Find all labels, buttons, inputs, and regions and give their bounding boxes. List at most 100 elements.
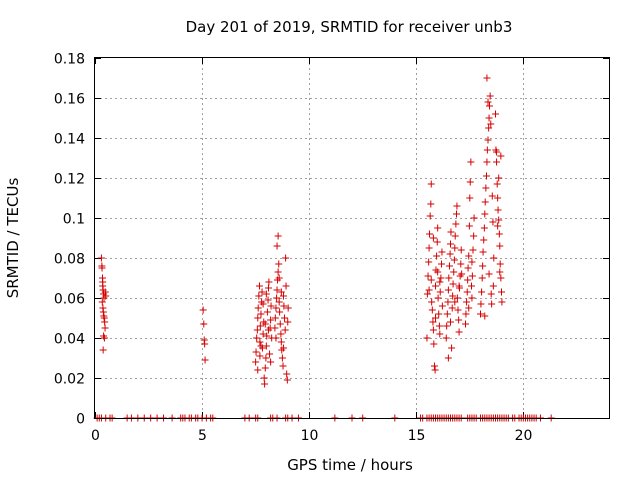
data-point <box>457 260 465 268</box>
data-point <box>258 288 266 296</box>
data-point <box>481 312 489 320</box>
y-tick-label: 0.08 <box>54 252 85 268</box>
y-tick-label: 0.06 <box>54 292 85 308</box>
data-point <box>464 264 472 272</box>
data-point <box>494 194 502 202</box>
data-point <box>429 326 437 334</box>
data-point <box>454 306 462 314</box>
data-point <box>279 344 287 352</box>
data-point <box>254 366 262 374</box>
data-point <box>485 102 493 110</box>
data-point <box>488 300 496 308</box>
grid-lines <box>95 58 609 418</box>
data-point <box>494 206 502 214</box>
data-point <box>448 344 456 352</box>
data-point <box>451 244 459 252</box>
data-point <box>426 230 434 238</box>
data-point <box>445 274 453 282</box>
data-point <box>428 298 436 306</box>
data-point <box>272 334 280 342</box>
x-tick-label: 20 <box>515 428 533 444</box>
data-point <box>97 254 105 262</box>
data-point <box>482 172 490 180</box>
data-point <box>493 148 501 156</box>
data-point <box>252 348 260 356</box>
x-tick-label: 10 <box>301 428 319 444</box>
tick-labels: 0 0.02 0.04 0.06 0.08 0.1 0.12 0.14 0.16 0.18 0 5 10… <box>54 52 533 445</box>
data-point <box>498 298 506 306</box>
data-point <box>455 316 463 324</box>
data-point <box>429 318 437 326</box>
data-point <box>433 252 441 260</box>
data-point <box>430 340 438 348</box>
data-point <box>432 282 440 290</box>
data-point <box>444 286 452 294</box>
data-point <box>438 260 446 268</box>
data-point <box>429 234 437 242</box>
data-point <box>451 298 459 306</box>
data-point <box>265 278 273 286</box>
data-point <box>274 232 282 240</box>
data-point <box>478 274 486 282</box>
data-point <box>458 270 466 278</box>
data-point <box>495 174 503 182</box>
data-point <box>494 222 502 230</box>
data-point <box>275 274 283 282</box>
data-point <box>488 192 496 200</box>
data-point <box>485 270 493 278</box>
data-point <box>446 250 454 258</box>
data-point <box>484 136 492 144</box>
data-point <box>277 288 285 296</box>
x-axis-label: GPS time / hours <box>287 456 413 474</box>
data-point <box>284 304 292 312</box>
y-tick-label: 0.12 <box>54 172 85 188</box>
data-point <box>497 274 505 282</box>
data-point <box>468 258 476 266</box>
data-point <box>264 284 272 292</box>
data-point <box>276 308 284 316</box>
data-point <box>99 346 107 354</box>
data-point <box>279 292 287 300</box>
data-point <box>277 330 285 338</box>
data-point <box>431 366 439 374</box>
data-point <box>465 222 473 230</box>
data-point <box>271 324 279 332</box>
data-point <box>478 288 486 296</box>
data-point <box>425 286 433 294</box>
data-point <box>468 294 476 302</box>
data-point <box>433 238 441 246</box>
data-point <box>267 302 275 310</box>
data-point <box>101 324 109 332</box>
data-point <box>466 194 474 202</box>
data-point <box>491 110 499 118</box>
data-point <box>443 322 451 330</box>
data-point <box>449 292 457 300</box>
data-point <box>438 302 446 310</box>
data-point <box>201 356 209 364</box>
data-point <box>253 326 261 334</box>
y-tick-label: 0.16 <box>54 92 85 108</box>
data-point <box>477 310 484 318</box>
data-point <box>447 318 455 326</box>
data-point <box>277 338 285 346</box>
data-point <box>445 262 453 270</box>
data-point <box>447 228 455 236</box>
data-point <box>496 268 504 276</box>
data-point <box>276 320 284 328</box>
data-point <box>481 210 489 218</box>
data-point <box>423 290 431 298</box>
data-point <box>275 260 283 268</box>
data-point <box>278 354 286 362</box>
data-point <box>98 298 106 306</box>
data-point <box>465 304 473 312</box>
data-point <box>279 362 287 370</box>
data-point <box>444 298 452 306</box>
data-point <box>465 252 473 260</box>
data-point <box>462 320 470 328</box>
data-point <box>425 244 433 252</box>
data-point <box>493 158 501 166</box>
data-point <box>442 334 450 342</box>
data-point <box>273 286 281 294</box>
data-point <box>487 120 495 128</box>
data-point <box>477 300 485 308</box>
